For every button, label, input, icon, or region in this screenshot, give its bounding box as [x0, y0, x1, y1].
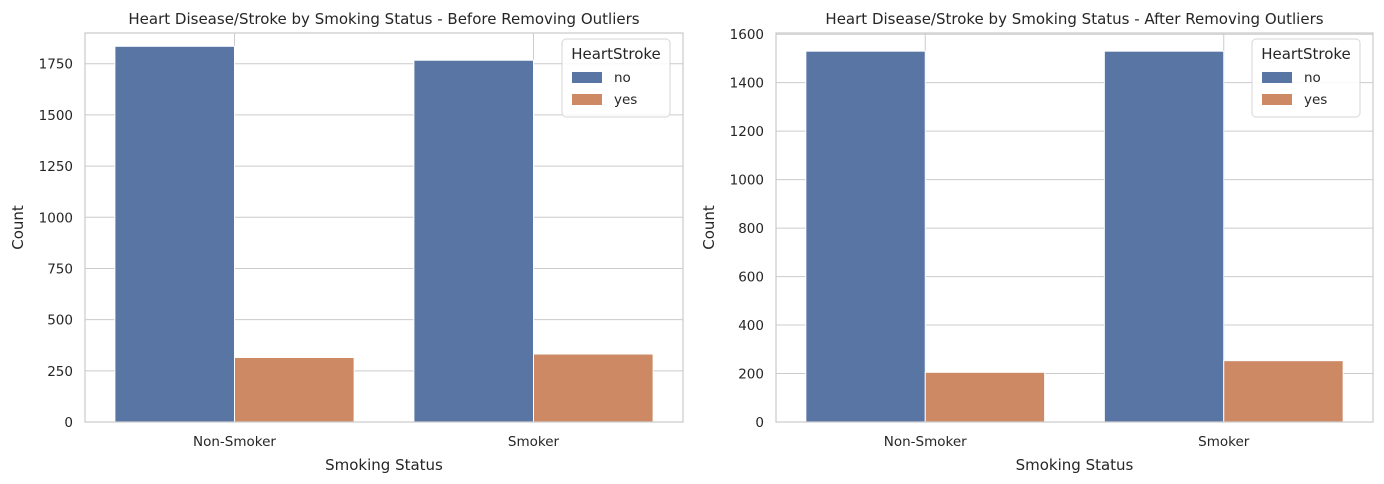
bar-yes-1: [533, 353, 654, 423]
y-tick-label: 400: [738, 318, 764, 334]
x-tick-label: Smoker: [1198, 434, 1250, 450]
legend-title: HeartStroke: [1261, 45, 1351, 63]
legend: HeartStroke no yes: [561, 38, 671, 118]
bar-yes-0: [924, 371, 1046, 423]
y-tick-label: 1400: [730, 76, 764, 92]
y-tick-label: 800: [738, 221, 764, 237]
chart-title: Heart Disease/Stroke by Smoking Status -…: [128, 10, 639, 28]
y-tick-label: 0: [755, 415, 764, 431]
axes-frame: [775, 32, 1374, 423]
y-tick-label: 750: [47, 261, 73, 277]
legend-entry: no: [1304, 70, 1321, 86]
y-tick-label: 1600: [730, 27, 764, 43]
y-tick-label: 250: [47, 364, 73, 380]
y-axis-label: Count: [9, 205, 27, 250]
legend-title: HeartStroke: [571, 45, 661, 63]
legend-swatch-no: [1262, 72, 1292, 83]
legend-swatch-yes: [1262, 94, 1292, 105]
legend-entry: no: [614, 70, 631, 86]
bar-yes-0: [234, 357, 355, 423]
chart-after-outliers: 0 200 400 600 800 1000 1200 1400 1600 Non-Smoker S…: [700, 10, 1374, 474]
legend-swatch-yes: [572, 94, 602, 105]
legend-entry: yes: [1304, 92, 1327, 108]
bar-no-1: [413, 59, 534, 423]
chart-before-outliers: 0 250 500 750 1000 1250 1500 1750 Non-Smoker Smok…: [9, 10, 684, 474]
y-tick-label: 600: [738, 270, 764, 286]
bar-no-0: [805, 50, 926, 423]
legend-swatch-no: [572, 72, 602, 83]
y-axis-label: Count: [700, 205, 718, 250]
y-tick-label: 0: [64, 415, 73, 431]
y-tick-label: 200: [738, 367, 764, 383]
y-tick-label: 1500: [39, 108, 73, 124]
x-tick-label: Non-Smoker: [884, 434, 967, 450]
x-tick-label: Non-Smoker: [193, 434, 276, 450]
bar-no-0: [114, 45, 235, 423]
bar-yes-1: [1223, 360, 1344, 423]
bar-no-1: [1103, 50, 1225, 423]
legend: HeartStroke no yes: [1251, 38, 1361, 118]
y-tick-label: 1000: [39, 210, 73, 226]
chart-title: Heart Disease/Stroke by Smoking Status -…: [825, 10, 1323, 28]
x-axis-label: Smoking Status: [325, 456, 443, 474]
x-tick-label: Smoker: [508, 434, 560, 450]
y-tick-label: 1200: [730, 124, 764, 140]
y-tick-label: 1750: [39, 57, 73, 73]
x-axis-label: Smoking Status: [1016, 456, 1134, 474]
y-tick-label: 1250: [39, 159, 73, 175]
y-tick-label: 500: [47, 313, 73, 329]
y-tick-label: 1000: [730, 173, 764, 189]
axes-frame: [84, 32, 684, 423]
legend-entry: yes: [614, 92, 637, 108]
